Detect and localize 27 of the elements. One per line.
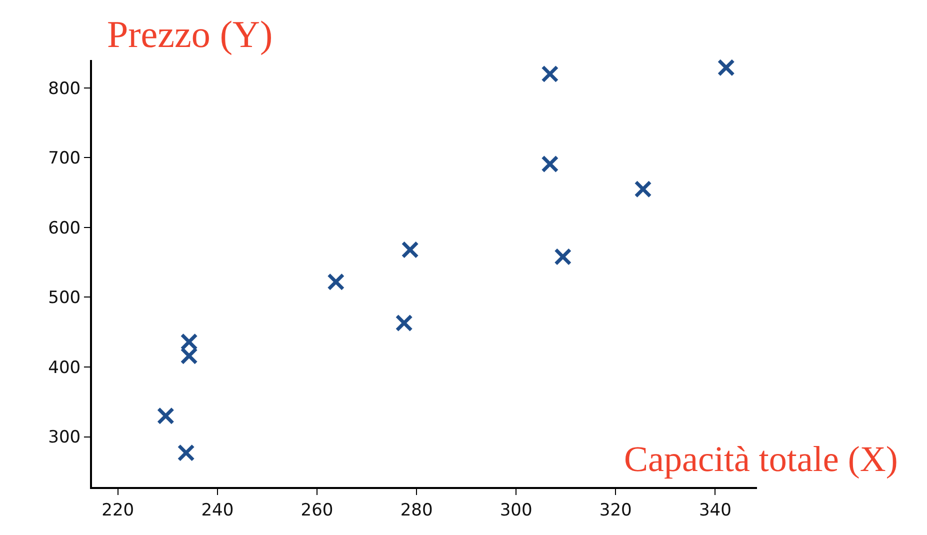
point	[634, 180, 652, 198]
x-tick-label: 320	[599, 500, 632, 520]
point	[180, 347, 198, 365]
y-tick-label: 800	[48, 78, 81, 99]
x-tick-label: 240	[201, 500, 234, 520]
y-tick-label: 500	[48, 288, 81, 308]
x-tick-label: 260	[300, 500, 334, 520]
point	[541, 155, 559, 173]
point	[401, 241, 419, 259]
point	[327, 273, 345, 291]
y-tick-label: 300	[48, 428, 81, 448]
point	[554, 248, 572, 266]
y-tick-label: 600	[48, 218, 81, 238]
y-axis-title: Prezzo (Y)	[107, 14, 273, 56]
x-tick-label: 300	[500, 500, 532, 520]
x-axis-title: Capacità totale (X)	[624, 439, 898, 479]
point	[156, 407, 174, 425]
y-tick-label: 400	[48, 358, 81, 378]
point	[541, 65, 559, 83]
point	[180, 333, 198, 351]
point	[717, 58, 735, 76]
x-tick-label: 340	[698, 500, 732, 520]
x-tick-label: 220	[102, 500, 134, 520]
point	[177, 444, 195, 462]
point	[395, 314, 413, 332]
y-tick-label: 700	[48, 148, 81, 169]
x-tick-label: 280	[400, 500, 433, 520]
